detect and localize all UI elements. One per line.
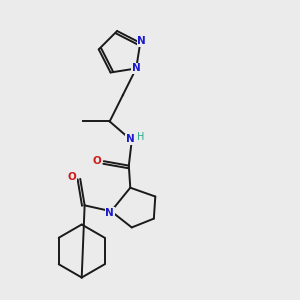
Text: N: N (132, 63, 140, 74)
Text: N: N (137, 36, 146, 46)
Text: N: N (105, 208, 114, 218)
Text: O: O (93, 156, 102, 166)
Text: N: N (126, 134, 135, 144)
Text: H: H (137, 132, 145, 142)
Text: O: O (68, 172, 76, 182)
